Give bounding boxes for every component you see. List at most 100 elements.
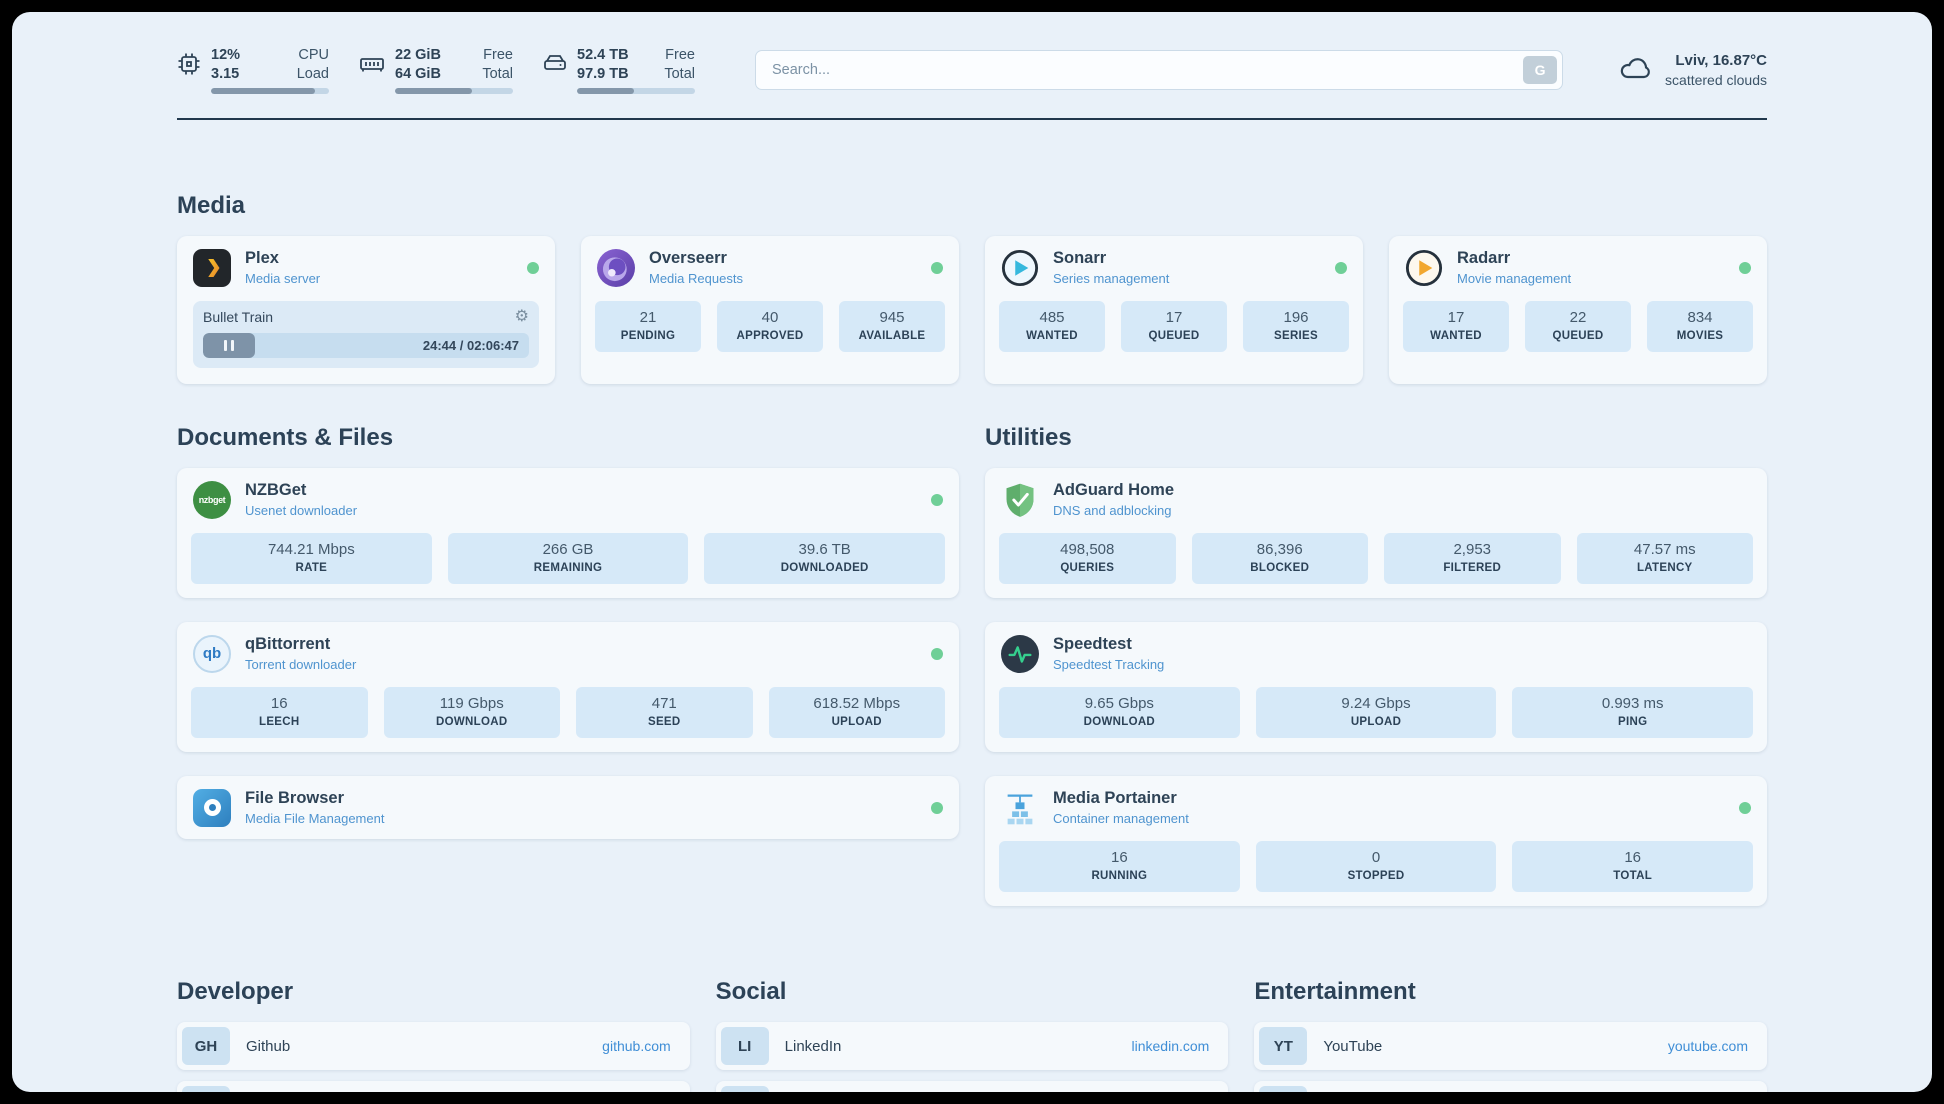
- stat-box: 2,953 FILTERED: [1384, 533, 1561, 584]
- stat-value: 9.24 Gbps: [1341, 695, 1411, 712]
- stat-label: PING: [1618, 716, 1648, 728]
- service-name: Overseerr: [649, 249, 727, 267]
- nzbget-card-header[interactable]: nzbget NZBGet Usenet downloader: [177, 468, 959, 531]
- stat-value: 2,953: [1453, 541, 1492, 558]
- bookmark-twitter[interactable]: TW Twitter twitter.com: [715, 1081, 1229, 1092]
- bookmark-abbr: LI: [720, 1027, 769, 1065]
- bookmark-abbr: SO: [182, 1086, 230, 1092]
- speedtest-card-header[interactable]: Speedtest Speedtest Tracking: [985, 622, 1767, 685]
- stats-row: 9.65 Gbps DOWNLOAD 9.24 Gbps UPLOAD 0.99…: [985, 685, 1767, 752]
- stat-box: 119 Gbps DOWNLOAD: [383, 687, 560, 738]
- section-title-developer: Developer: [177, 978, 294, 1005]
- bookmark-name: LinkedIn: [784, 1037, 842, 1055]
- stat-label: WANTED: [1026, 330, 1078, 342]
- bookmark-url: github.com: [602, 1038, 671, 1054]
- cpu-usage-value: 12%: [211, 47, 241, 63]
- service-name: Speedtest: [1053, 635, 1132, 653]
- dashboard-page: 12% CPU 3.15 Load: [12, 12, 1932, 1092]
- service-subtitle: Container management: [1053, 811, 1189, 826]
- stat-box: 485 WANTED: [999, 301, 1105, 352]
- section-utilities: Utilities AdGuard Home DNS and adblockin…: [985, 424, 1767, 930]
- status-dot: [931, 801, 943, 814]
- stats-row: 16 LEECH 119 Gbps DOWNLOAD 471 SEED 618.…: [177, 685, 959, 752]
- memory-widget: 22 GiB Free 64 GiB Total: [359, 46, 513, 94]
- overseerr-card-header[interactable]: Overseerr Media Requests: [581, 236, 959, 299]
- stat-box: 16 TOTAL: [1512, 841, 1754, 892]
- bookmark-abbr: YT: [1259, 1027, 1308, 1065]
- bookmark-linkedin[interactable]: LI LinkedIn linkedin.com: [715, 1022, 1229, 1070]
- now-playing-title: Bullet Train: [203, 309, 274, 325]
- gear-icon[interactable]: ⚙: [514, 308, 529, 325]
- stat-label: QUEUED: [1148, 330, 1200, 342]
- status-dot: [931, 261, 943, 274]
- service-name: Sonarr: [1053, 249, 1107, 267]
- stat-label: SEED: [647, 716, 681, 728]
- disk-free-label: Free: [665, 47, 695, 63]
- bookmark-abbr: TW: [720, 1086, 769, 1092]
- stat-box: 47.57 ms LATENCY: [1576, 533, 1753, 584]
- stat-box: 196 SERIES: [1243, 301, 1349, 352]
- stat-label: FILTERED: [1443, 562, 1502, 574]
- bookmark-url: youtube.com: [1667, 1038, 1748, 1054]
- stat-label: STOPPED: [1347, 870, 1405, 882]
- stat-value: 39.6 TB: [798, 541, 851, 558]
- cpu-load-label: Load: [296, 66, 329, 82]
- stat-value: 618.52 Mbps: [813, 695, 901, 712]
- service-card-overseerr: Overseerr Media Requests 21 PENDING 40 A…: [581, 236, 959, 384]
- playback-progress-bar[interactable]: 24:44 / 02:06:47: [203, 333, 529, 358]
- service-subtitle: Media File Management: [245, 811, 385, 826]
- cpu-progress-fill: [211, 88, 315, 94]
- bookmark-github[interactable]: GH Github github.com: [177, 1022, 690, 1070]
- stat-box: 16 LEECH: [191, 687, 368, 738]
- stat-value: 17: [1447, 309, 1465, 326]
- stat-value: 86,396: [1256, 541, 1303, 558]
- pause-icon: [231, 340, 235, 351]
- memory-total-label: Total: [482, 66, 513, 82]
- nzbget-icon: nzbget: [193, 480, 231, 519]
- service-subtitle: Media server: [245, 271, 321, 286]
- stat-label: AVAILABLE: [858, 330, 926, 342]
- service-card-filebrowser: File Browser Media File Management: [177, 776, 959, 839]
- bookmark-youtube[interactable]: YT YouTube youtube.com: [1254, 1022, 1767, 1070]
- overseerr-icon: [597, 248, 635, 287]
- stat-value: 47.57 ms: [1633, 541, 1696, 558]
- stat-box: 0 STOPPED: [1255, 841, 1497, 892]
- memory-free-value: 22 GiB: [395, 47, 441, 63]
- radarr-card-header[interactable]: Radarr Movie management: [1389, 236, 1767, 299]
- bookmark-netflix[interactable]: NF Netflix netflix.com: [1254, 1081, 1767, 1092]
- service-card-radarr: Radarr Movie management 17 WANTED 22 QUE…: [1389, 236, 1767, 384]
- service-subtitle: Usenet downloader: [245, 503, 358, 518]
- stat-label: WANTED: [1430, 330, 1482, 342]
- stat-box: 471 SEED: [576, 687, 753, 738]
- bookmark-stackoverflow[interactable]: SO StackOverflow stackoverflow.com: [177, 1081, 690, 1092]
- sonarr-icon: [1001, 249, 1039, 287]
- service-name: qBittorrent: [245, 635, 331, 653]
- sonarr-card-header[interactable]: Sonarr Series management: [985, 236, 1363, 299]
- stat-box: 17 WANTED: [1403, 301, 1509, 352]
- radarr-icon: [1405, 249, 1443, 287]
- adguard-card-header[interactable]: AdGuard Home DNS and adblocking: [985, 468, 1767, 531]
- service-card-speedtest: Speedtest Speedtest Tracking 9.65 Gbps D…: [985, 622, 1767, 752]
- stat-value: 744.21 Mbps: [267, 541, 355, 558]
- playback-time: 24:44 / 02:06:47: [422, 338, 519, 353]
- stat-label: MOVIES: [1676, 330, 1724, 342]
- filebrowser-icon: [193, 788, 231, 827]
- qbittorrent-card-header[interactable]: qb qBittorrent Torrent downloader: [177, 622, 959, 685]
- filebrowser-card-header[interactable]: File Browser Media File Management: [177, 776, 959, 839]
- service-name: NZBGet: [245, 481, 307, 499]
- stat-value: 0.993 ms: [1601, 695, 1664, 712]
- service-subtitle: Speedtest Tracking: [1053, 657, 1165, 672]
- search-input[interactable]: [755, 50, 1564, 90]
- bookmark-group-developer: Developer GH Github github.com SO StackO…: [177, 978, 690, 1092]
- search-provider-button[interactable]: G: [1523, 56, 1558, 84]
- portainer-card-header[interactable]: Media Portainer Container management: [985, 776, 1767, 839]
- bookmark-url: linkedin.com: [1131, 1038, 1210, 1054]
- stat-box: 9.65 Gbps DOWNLOAD: [999, 687, 1240, 738]
- plex-card-header[interactable]: Plex Media server: [177, 236, 555, 299]
- status-dot: [1739, 261, 1751, 274]
- cpu-usage-label: CPU: [298, 47, 329, 63]
- disk-progress-fill: [577, 88, 634, 94]
- stat-value: 17: [1165, 309, 1183, 326]
- service-subtitle: Media Requests: [649, 271, 743, 286]
